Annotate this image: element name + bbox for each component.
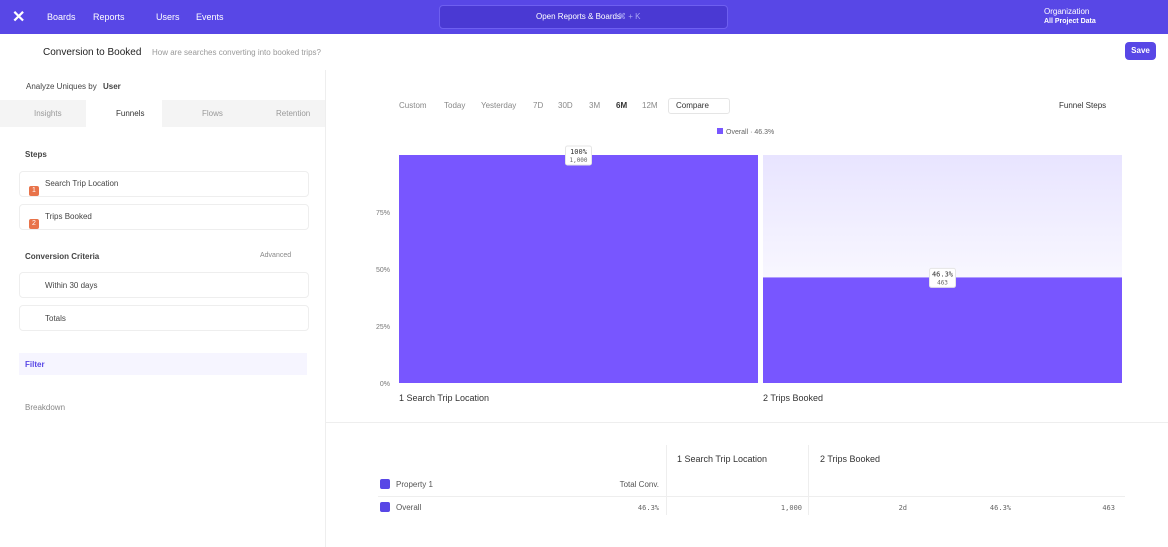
section-title: Steps	[25, 150, 47, 159]
report-title: Conversion to Booked	[43, 47, 142, 58]
active-tab	[86, 100, 162, 127]
step-header: 2 Trips Booked	[820, 454, 881, 464]
checkbox[interactable]	[380, 479, 390, 489]
section-title: Conversion Criteria	[25, 252, 100, 261]
nav-item[interactable]: Reports	[93, 12, 125, 22]
value-label: 46.3%	[932, 270, 954, 278]
value-label: 100%	[570, 148, 588, 156]
range-option[interactable]: 12M	[642, 101, 658, 110]
tab[interactable]: Flows	[202, 109, 223, 118]
shortcut: ⌘ + K	[618, 12, 641, 21]
range-option[interactable]: 30D	[558, 101, 573, 110]
value-label-box	[929, 267, 956, 288]
bar	[399, 155, 758, 383]
chart: 0% 25% 50% 75% Overall · 46.3% 100%1,000 46.3%…	[376, 128, 1122, 403]
tab[interactable]: Insights	[34, 109, 62, 118]
criteria-label: Totals	[45, 314, 66, 323]
badge: 1	[29, 186, 39, 196]
x-tick-label: 1 Search Trip Location	[399, 393, 489, 403]
col-divider	[808, 445, 809, 515]
nav-item[interactable]: Users	[156, 12, 180, 22]
step-row[interactable]: 1 Search Trip Location	[19, 171, 309, 197]
report-description: How are searches converting into booked …	[152, 48, 321, 57]
x-tick-label: 2 Trips Booked	[763, 393, 823, 403]
tab[interactable]: Funnels	[116, 109, 145, 118]
step-label: Search Trip Location	[45, 179, 119, 188]
range-option[interactable]: Custom	[399, 101, 427, 110]
checkbox[interactable]	[380, 502, 390, 512]
range-option[interactable]: Yesterday	[481, 101, 517, 110]
col-divider	[666, 445, 667, 515]
compare-label: Compare	[676, 101, 709, 110]
column-header: Total Conv.	[619, 480, 659, 489]
dropoff-area	[763, 155, 1122, 278]
cell: 1,000	[780, 504, 802, 512]
step-number: 1	[29, 179, 39, 197]
compare-button[interactable]	[668, 98, 730, 114]
criteria-row[interactable]: Totals	[19, 305, 309, 331]
cell: Overall	[396, 503, 422, 512]
step-header: 1 Search Trip Location	[677, 454, 768, 464]
range-option[interactable]: Today	[444, 101, 466, 110]
criteria-label: Within 30 days	[45, 281, 98, 290]
cell: 46.3%	[989, 504, 1011, 512]
badge: 2	[29, 219, 39, 229]
org-name[interactable]: Organization	[1044, 7, 1090, 16]
range-option[interactable]: 3M	[589, 101, 601, 110]
y-tick-label: 25%	[376, 324, 390, 331]
top-nav: ✕ Boards Reports Users Events Open Repor…	[0, 0, 1168, 34]
criteria-row[interactable]: Within 30 days	[19, 272, 309, 298]
column-header[interactable]: Property 1	[396, 480, 433, 489]
row-divider	[378, 496, 1125, 497]
nav-item[interactable]: Boards	[47, 12, 76, 22]
cell: 2d	[898, 504, 907, 512]
breakdown-label[interactable]: Breakdown	[25, 403, 66, 412]
step-row[interactable]: 2 Trips Booked	[19, 204, 309, 230]
view-select[interactable]: Funnel Steps	[1059, 101, 1107, 110]
tab[interactable]: Retention	[276, 109, 311, 118]
nav-item[interactable]: Events	[196, 12, 224, 22]
divider	[326, 422, 1168, 423]
criteria-mode[interactable]: Advanced	[260, 252, 292, 259]
y-tick-label: 50%	[376, 267, 390, 274]
search-text: Open Reports & Boards	[536, 12, 621, 21]
bar	[763, 277, 1122, 383]
filter-label: Filter	[25, 360, 45, 369]
save-button[interactable]: Save	[1125, 42, 1156, 60]
sidebar	[0, 70, 326, 547]
filter-row[interactable]	[19, 353, 307, 375]
step-number: 2	[29, 212, 39, 230]
count-label: 1,000	[569, 157, 587, 164]
value-label-box	[565, 145, 592, 166]
analyze-label: Analyze Uniques by	[26, 82, 97, 91]
analyze-value[interactable]: User	[103, 82, 121, 91]
y-tick-label: 0%	[380, 381, 390, 388]
logo[interactable]: ✕	[12, 9, 26, 26]
cell: 46.3%	[637, 504, 659, 512]
tab-bar	[0, 100, 325, 127]
range-option[interactable]: 6M	[616, 101, 628, 110]
step-label: Trips Booked	[45, 212, 92, 221]
project-name: All Project Data	[1044, 18, 1096, 25]
search-box[interactable]: Open Reports & Boards ⌘ + K	[439, 5, 728, 29]
y-tick-label: 75%	[376, 210, 390, 217]
range-option[interactable]: 7D	[533, 101, 544, 110]
cell: 463	[1102, 504, 1115, 512]
legend-label: Overall · 46.3%	[726, 129, 774, 136]
count-label: 463	[937, 279, 948, 286]
legend-swatch	[717, 128, 723, 134]
